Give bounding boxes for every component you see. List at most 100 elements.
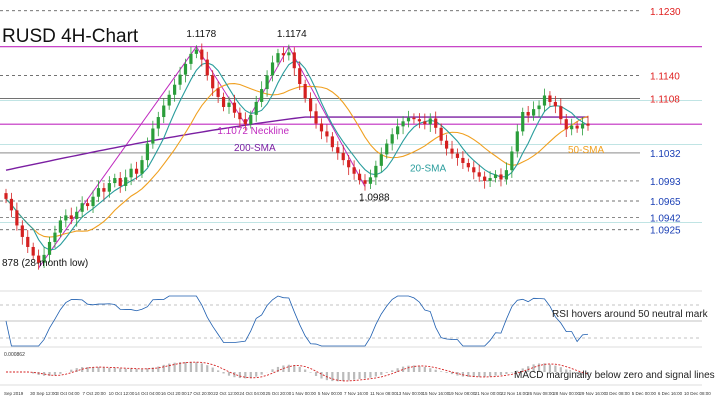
x-tick-label: 22 Nov 16:00 — [501, 391, 528, 396]
candle — [357, 169, 362, 185]
x-tick-label: 7 Oct 20:00 — [82, 391, 106, 396]
candle-body — [330, 136, 334, 148]
candle — [330, 132, 334, 152]
candle — [173, 78, 177, 102]
candle — [129, 163, 133, 186]
candle-body — [357, 173, 362, 181]
candle-body — [167, 94, 171, 106]
candle-body — [216, 88, 220, 97]
x-axis: Sep 2019 30 Sep 12:00 3 Oct 04:00 7 Oct 20:… — [0, 384, 711, 396]
x-tick-label: 26 Nov 08:00 — [527, 391, 554, 396]
moving-averages — [5, 60, 589, 251]
candle-body — [249, 114, 253, 125]
price-gridlines — [0, 100, 702, 223]
candle — [211, 70, 215, 97]
candle-body — [314, 111, 318, 124]
trendlines — [0, 45, 702, 269]
x-tick-label: 5 Dec 00:00 — [632, 391, 657, 396]
candle — [9, 192, 14, 218]
candle — [308, 92, 313, 119]
candle-body — [450, 148, 454, 154]
level-label-1.1108: 1.1108 — [650, 94, 680, 105]
candle-body — [347, 160, 351, 168]
candle-body — [423, 121, 427, 125]
candle — [548, 91, 552, 107]
candle-body — [368, 177, 373, 184]
candle-body — [205, 59, 209, 76]
candle-body — [461, 157, 465, 163]
candle-body — [363, 180, 367, 184]
x-tick-label: 30 Sep 12:00 — [30, 391, 57, 396]
candle — [298, 61, 302, 91]
macd-label: MACD marginally below zero and signal li… — [514, 370, 715, 381]
level-label-1.1032: 1.1032 — [650, 149, 681, 160]
candle — [162, 98, 166, 124]
candle-body — [118, 178, 122, 186]
candle-body — [428, 118, 432, 125]
candle-body — [64, 215, 68, 221]
candle — [75, 206, 79, 227]
candle — [64, 209, 68, 228]
x-tick-label: 21 Nov 00:00 — [475, 391, 502, 396]
candle-body — [325, 131, 329, 137]
candle-body — [151, 128, 155, 144]
candle-body — [515, 131, 519, 152]
peak-2-label: 1.1174 — [277, 29, 307, 40]
candle-body — [260, 89, 264, 102]
candle — [428, 113, 432, 132]
candle-body — [406, 117, 411, 122]
candle — [341, 145, 345, 166]
candle-body — [352, 167, 356, 174]
macd-panel: 0.000862 MACD marginally below zero and s… — [0, 346, 715, 382]
candle-body — [412, 117, 416, 120]
candle — [493, 170, 498, 183]
candle — [102, 182, 106, 200]
candle-body — [439, 127, 443, 141]
candle-body — [189, 53, 193, 64]
candle — [521, 107, 525, 136]
candle-body — [15, 210, 19, 226]
candle-body — [303, 84, 307, 99]
candle — [265, 70, 269, 97]
candle — [325, 124, 329, 143]
candle-body — [336, 147, 340, 153]
candle-body — [308, 98, 313, 112]
candle — [96, 180, 101, 202]
candle — [526, 105, 530, 123]
candle — [156, 111, 160, 137]
trough-label: 1.0988 — [359, 193, 390, 204]
candle-body — [510, 151, 514, 171]
x-tick-label: 22 Oct 12:00 — [213, 391, 239, 396]
candle-body — [537, 105, 541, 110]
candle-body — [586, 123, 590, 126]
x-tick-label: 25 Oct 20:00 — [266, 391, 292, 396]
candle-body — [265, 75, 269, 90]
candle — [232, 94, 237, 118]
candle — [385, 139, 389, 159]
chart-annotations: 1.1178 1.1174 1.1072 Neckline 200-SMA 20-SMA… — [2, 29, 604, 269]
neckline-label: 1.1072 Neckline — [217, 126, 289, 137]
candle — [249, 110, 253, 129]
x-tick-label: Sep 2019 — [4, 391, 24, 396]
sma-50-label: 50-SMA — [568, 145, 604, 156]
candle — [292, 47, 296, 76]
level-label-1.0942: 1.0942 — [650, 214, 681, 225]
candle-body — [75, 211, 79, 219]
candle-body — [20, 225, 24, 237]
sma-200-line — [5, 116, 588, 171]
candle-body — [341, 152, 345, 161]
candle-body — [542, 95, 547, 106]
candle-body — [488, 178, 492, 181]
candle — [417, 113, 421, 129]
candle-body — [390, 134, 394, 144]
candle-body — [444, 140, 449, 149]
candle — [510, 146, 514, 178]
candle-body — [575, 125, 579, 129]
rsi-label: RSI hovers around 50 neutral mark — [552, 309, 709, 320]
candle — [401, 116, 405, 135]
candle-body — [298, 68, 302, 84]
sma-20-line — [5, 60, 589, 251]
candle — [483, 171, 487, 189]
candle-body — [227, 102, 231, 107]
candle-body — [178, 74, 182, 85]
